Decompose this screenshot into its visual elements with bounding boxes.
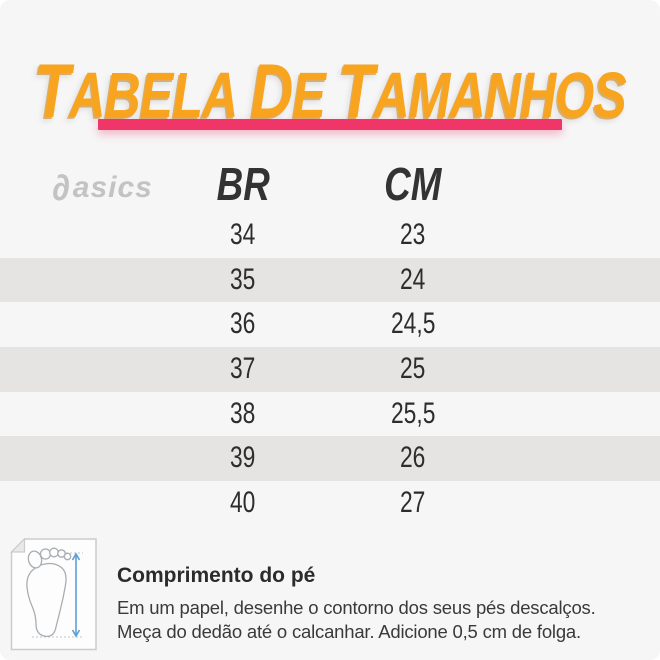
cell-cm-length: 24,5 [390, 307, 436, 341]
asics-spiral-icon: ∂ [52, 167, 70, 208]
cell-br-size: 36 [230, 307, 256, 341]
cell-cm-length: 26 [400, 441, 426, 475]
table-row: 34 23 [0, 213, 660, 258]
table-header-row: ∂ asics BR CM [0, 156, 660, 213]
size-table-body: 34 23 35 24 36 24,5 37 25 38 25,5 39 26 40 27 [0, 213, 660, 526]
cell-cm-length: 24 [400, 262, 426, 296]
measure-instructions: Comprimento do pé Em um papel, desenhe o… [0, 528, 660, 660]
instructions-line-1: Em um papel, desenhe o contorno dos seus… [117, 597, 596, 618]
cell-br-size: 34 [230, 218, 256, 251]
cell-br-size: 35 [230, 262, 256, 296]
cell-cm-length: 25 [400, 352, 426, 386]
cell-br-size: 39 [230, 441, 256, 475]
cell-br-size: 38 [230, 396, 256, 430]
table-row: 37 25 [0, 347, 660, 392]
column-header-br: BR [216, 158, 270, 210]
instructions-line-2: Meça do dedão até o calcanhar. Adicione … [117, 621, 581, 642]
cell-br-size: 40 [230, 486, 256, 520]
table-row: 35 24 [0, 257, 660, 303]
measure-arrow-icon [71, 552, 81, 638]
cell-br-size: 37 [230, 352, 256, 386]
asics-logo-text: asics [72, 171, 153, 204]
foot-measure-icon [10, 538, 97, 651]
cell-cm-length: 27 [400, 486, 426, 520]
instructions-heading: Comprimento do pé [117, 564, 316, 587]
cell-cm-length: 25,5 [390, 396, 436, 430]
table-row: 38 25,5 [0, 392, 660, 437]
column-header-cm: CM [384, 158, 442, 210]
asics-logo: ∂ asics [52, 168, 153, 208]
table-row: 39 26 [0, 436, 660, 482]
table-row: 36 24,5 [0, 302, 660, 347]
table-row: 40 27 [0, 481, 660, 526]
cell-cm-length: 23 [400, 218, 426, 251]
pink-divider [98, 119, 562, 130]
